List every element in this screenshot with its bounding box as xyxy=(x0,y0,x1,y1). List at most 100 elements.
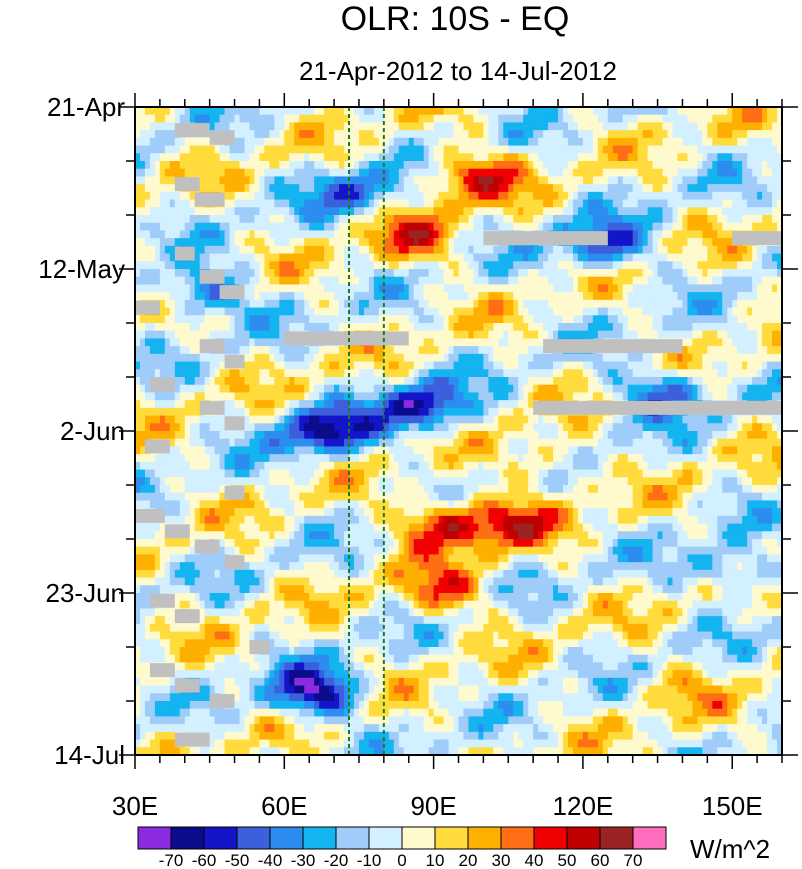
heatmap-cell xyxy=(488,346,494,355)
heatmap-cell xyxy=(622,191,629,201)
heatmap-cell xyxy=(239,222,246,232)
heatmap-cell xyxy=(747,392,753,401)
heatmap-cell xyxy=(463,369,470,378)
heatmap-cell xyxy=(378,168,385,178)
heatmap-cell xyxy=(712,330,718,340)
heatmap-cell xyxy=(299,261,305,270)
heatmap-cell xyxy=(478,276,484,286)
heatmap-cell xyxy=(383,191,390,201)
heatmap-cell xyxy=(682,130,689,139)
heatmap-cell xyxy=(363,276,370,286)
heatmap-cell xyxy=(433,330,440,340)
heatmap-cell xyxy=(642,107,649,116)
heatmap-cell xyxy=(418,114,425,124)
heatmap-cell xyxy=(592,145,599,154)
heatmap-cell xyxy=(553,222,559,232)
heatmap-cell xyxy=(732,207,738,216)
heatmap-cell xyxy=(358,161,365,170)
heatmap-cell xyxy=(503,199,509,208)
heatmap-cell xyxy=(344,222,350,232)
heatmap-cell xyxy=(284,377,290,386)
heatmap-cell xyxy=(269,161,275,170)
heatmap-cell xyxy=(503,107,509,116)
heatmap-cell xyxy=(438,346,445,355)
heatmap-cell xyxy=(209,261,216,270)
heatmap-cell xyxy=(697,191,703,201)
heatmap-cell xyxy=(652,392,659,401)
heatmap-cell xyxy=(339,261,345,270)
heatmap-cell xyxy=(747,330,753,340)
heatmap-cell xyxy=(334,323,340,332)
heatmap-cell xyxy=(368,145,375,154)
heatmap-cell xyxy=(423,392,430,401)
heatmap-cell xyxy=(707,284,713,293)
heatmap-cell xyxy=(159,346,166,355)
heatmap-cell xyxy=(712,377,718,386)
heatmap-cell xyxy=(722,323,728,332)
heatmap-cell xyxy=(204,315,211,324)
heatmap-cell xyxy=(179,222,186,232)
heatmap-cell xyxy=(363,400,370,409)
heatmap-cell xyxy=(692,191,698,201)
heatmap-cell xyxy=(702,269,708,278)
heatmap-cell xyxy=(453,207,460,216)
heatmap-cell xyxy=(299,299,305,309)
heatmap-cell xyxy=(269,338,275,347)
heatmap-cell xyxy=(289,161,295,170)
heatmap-cell xyxy=(602,114,609,124)
heatmap-cell xyxy=(239,137,246,147)
heatmap-cell xyxy=(393,245,400,255)
heatmap-cell xyxy=(428,191,435,201)
heatmap-cell xyxy=(219,215,226,224)
heatmap-cell xyxy=(687,130,694,139)
heatmap-cell xyxy=(533,253,539,262)
heatmap-cell xyxy=(627,307,634,316)
heatmap-cell xyxy=(324,315,330,324)
heatmap-cell xyxy=(458,361,465,370)
heatmap-cell xyxy=(523,315,529,324)
heatmap-cell xyxy=(179,145,186,154)
heatmap-cell xyxy=(244,377,251,386)
heatmap-cell xyxy=(587,215,594,224)
heatmap-cell xyxy=(672,145,679,154)
heatmap-cell xyxy=(373,191,380,201)
heatmap-cell xyxy=(572,107,579,116)
heatmap-cell xyxy=(563,284,569,293)
heatmap-cell xyxy=(274,361,280,370)
heatmap-cell xyxy=(428,114,435,124)
heatmap-cell xyxy=(453,130,460,139)
heatmap-cell xyxy=(135,222,141,232)
heatmap-cell xyxy=(284,292,290,301)
heatmap-cell xyxy=(349,307,355,316)
heatmap-cell xyxy=(572,176,579,185)
heatmap-cell xyxy=(234,207,241,216)
heatmap-cell xyxy=(299,307,305,316)
heatmap-cell xyxy=(553,122,559,131)
heatmap-cell xyxy=(757,307,763,316)
heatmap-cell xyxy=(334,269,340,278)
heatmap-cell xyxy=(299,346,305,355)
heatmap-cell xyxy=(344,253,350,262)
heatmap-cell xyxy=(184,230,191,239)
heatmap-cell xyxy=(702,153,708,162)
heatmap-cell xyxy=(602,299,609,309)
heatmap-cell xyxy=(174,145,181,154)
heatmap-cell xyxy=(592,168,599,178)
heatmap-cell xyxy=(254,346,261,355)
heatmap-cell xyxy=(189,207,196,216)
heatmap-cell xyxy=(388,400,395,409)
heatmap-cell xyxy=(707,122,713,131)
heatmap-cell xyxy=(513,269,519,278)
heatmap-cell xyxy=(662,323,669,332)
heatmap-cell xyxy=(667,353,674,363)
heatmap-cell xyxy=(468,276,475,286)
heatmap-cell xyxy=(453,253,460,262)
heatmap-cell xyxy=(503,215,509,224)
heatmap-cell xyxy=(563,130,569,139)
heatmap-cell xyxy=(373,238,380,247)
heatmap-cell xyxy=(393,353,400,363)
heatmap-cell xyxy=(199,137,206,147)
heatmap-cell xyxy=(607,269,614,278)
heatmap-cell xyxy=(159,353,166,363)
heatmap-cell xyxy=(757,346,763,355)
